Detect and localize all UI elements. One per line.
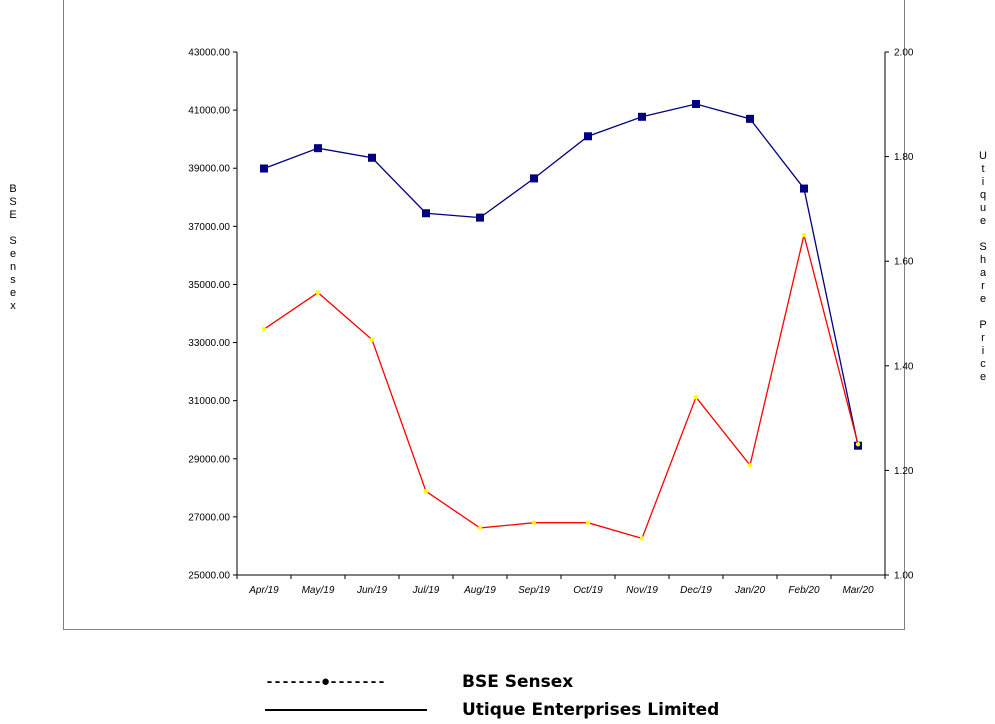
legend-symbol-dashed-dot: -------●-------	[265, 673, 386, 691]
utique-point	[693, 394, 699, 400]
series-line-bse-sensex	[263, 103, 859, 446]
bse-sensex-point	[530, 174, 538, 183]
left-tick-label: 39000.00	[188, 164, 230, 175]
utique-point	[369, 337, 375, 342]
bse-sensex-point	[314, 144, 322, 153]
utique-point	[531, 520, 537, 525]
legend-symbol-solid-line	[265, 702, 430, 719]
x-tick-label: Sep/19	[518, 585, 550, 596]
utique-point	[639, 536, 645, 541]
legend-item-bse-sensex: -------●------- BSE Sensex	[265, 668, 765, 696]
utique-point	[261, 326, 267, 332]
bse-sensex-point	[476, 213, 484, 222]
right-tick-label: 1.80	[894, 152, 914, 163]
x-tick-label: Apr/19	[248, 585, 279, 596]
left-tick-label: 25000.00	[188, 571, 230, 582]
bse-sensex-point	[422, 209, 430, 218]
right-tick-label: 1.40	[894, 361, 914, 372]
utique-point	[801, 232, 807, 238]
bse-sensex-point	[584, 132, 592, 141]
utique-point	[315, 290, 321, 295]
utique-point	[855, 442, 861, 447]
x-tick-label: Jan/20	[734, 585, 765, 596]
bse-sensex-point	[692, 100, 700, 109]
bse-sensex-point	[260, 164, 268, 173]
x-tick-label: Mar/20	[842, 585, 874, 596]
legend-item-utique: Utique Enterprises Limited	[265, 696, 765, 724]
left-tick-label: 35000.00	[188, 280, 230, 291]
x-tick-label: Jul/19	[412, 585, 440, 596]
x-tick-label: Feb/20	[788, 585, 820, 596]
x-tick-label: Dec/19	[680, 585, 712, 596]
bse-sensex-point	[746, 114, 754, 123]
chart-frame	[63, 0, 905, 630]
bse-sensex-point	[368, 153, 376, 162]
series-line-utique	[263, 234, 859, 540]
utique-point	[585, 520, 591, 525]
x-tick-label: Jun/19	[356, 585, 387, 596]
left-tick-label: 37000.00	[188, 222, 230, 233]
x-tick-label: Oct/19	[573, 585, 603, 596]
right-tick-label: 1.20	[894, 466, 914, 477]
utique-point	[423, 489, 429, 494]
right-tick-label: 1.60	[894, 257, 914, 268]
bse-sensex-point	[800, 184, 808, 193]
legend-label-bse-sensex: BSE Sensex	[462, 672, 574, 692]
left-tick-label: 31000.00	[188, 396, 230, 407]
legend: -------●------- BSE Sensex Utique Enterp…	[265, 668, 765, 724]
left-tick-label: 43000.00	[188, 48, 230, 59]
right-tick-label: 1.00	[894, 571, 914, 582]
right-tick-label: 2.00	[894, 48, 914, 59]
bse-sensex-point	[638, 112, 646, 121]
utique-point	[747, 462, 753, 468]
x-tick-label: May/19	[302, 585, 335, 596]
left-tick-label: 27000.00	[188, 512, 230, 523]
x-tick-label: Nov/19	[626, 585, 658, 596]
chart-svg: 43000.00 41000.00 39000.00 37000.00 35000.00…	[188, 48, 914, 597]
x-tick-label: Aug/19	[463, 585, 496, 596]
left-tick-label: 41000.00	[188, 106, 230, 117]
left-tick-label: 33000.00	[188, 338, 230, 349]
utique-point	[477, 525, 483, 531]
legend-label-utique: Utique Enterprises Limited	[462, 700, 720, 720]
left-tick-label: 29000.00	[188, 454, 230, 465]
